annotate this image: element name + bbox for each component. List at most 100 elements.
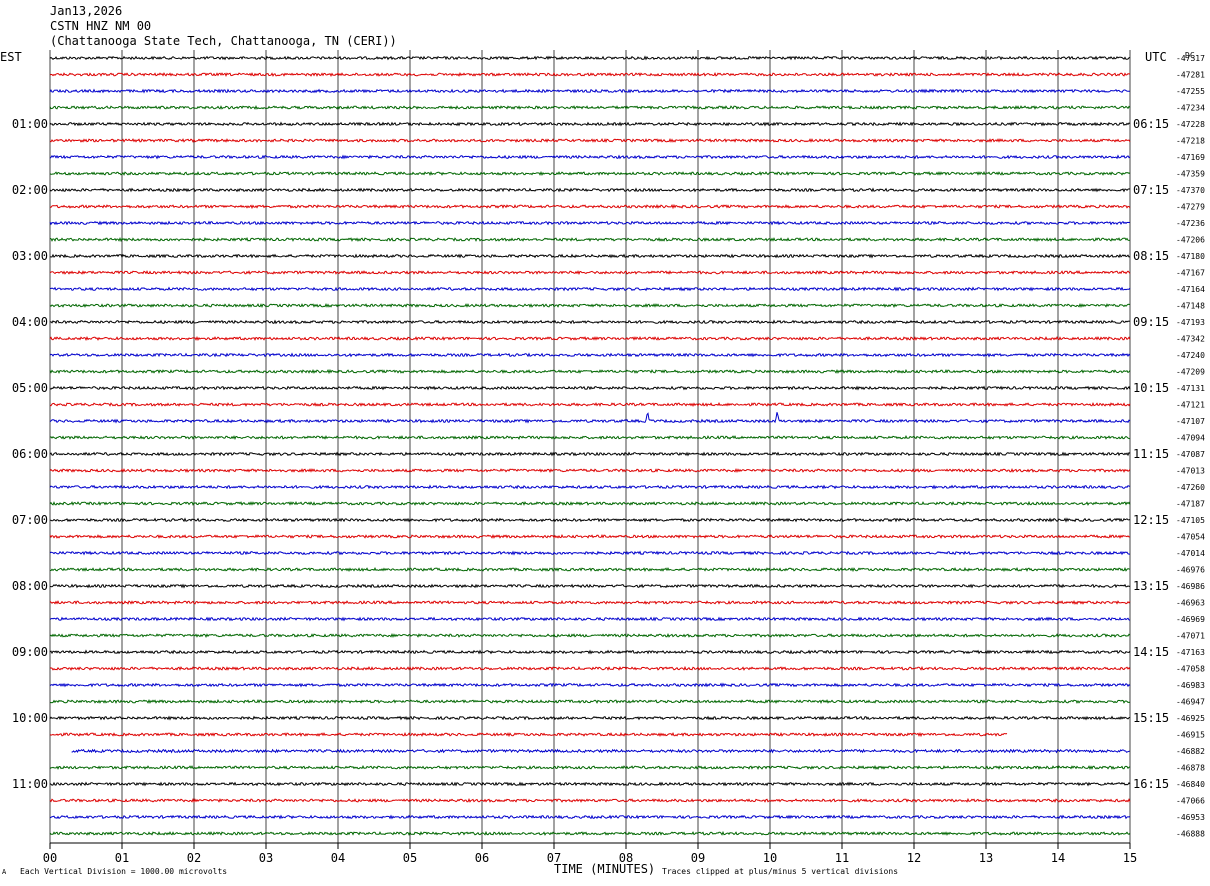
est-hour-label: 02:00 bbox=[12, 183, 48, 197]
utc-hour-label: 14:15 bbox=[1133, 645, 1169, 659]
seismic-trace bbox=[49, 566, 1131, 573]
x-tick-label: 11 bbox=[835, 851, 849, 865]
vertical-division-note: Each Vertical Division = 1000.00 microvo… bbox=[20, 867, 228, 876]
seismic-trace bbox=[49, 236, 1131, 243]
dc-offset-label: -47014 bbox=[1176, 549, 1205, 558]
dc-offset-label: -47193 bbox=[1176, 318, 1205, 327]
utc-hour-label: 13:15 bbox=[1133, 579, 1169, 593]
x-tick-label: 13 bbox=[979, 851, 993, 865]
x-tick-label: 07 bbox=[547, 851, 561, 865]
seismic-trace bbox=[49, 71, 1131, 77]
dc-offset-label: -47167 bbox=[1176, 269, 1205, 278]
plot-date: Jan13,2026 bbox=[50, 4, 123, 18]
seismic-trace bbox=[49, 368, 1131, 375]
x-tick-label: 02 bbox=[187, 851, 201, 865]
dc-offset-label: -47240 bbox=[1176, 351, 1205, 360]
utc-hour-label: 16:15 bbox=[1133, 777, 1169, 791]
seismic-trace bbox=[49, 319, 1131, 325]
utc-hour-label: 09:15 bbox=[1133, 315, 1169, 329]
seismic-trace bbox=[49, 550, 1130, 556]
dc-offset-label: -47121 bbox=[1176, 401, 1205, 410]
seismic-trace bbox=[49, 402, 1131, 408]
dc-offset-label: -46963 bbox=[1176, 599, 1205, 608]
seismic-trace bbox=[49, 220, 1131, 226]
dc-offset-label: -46915 bbox=[1176, 731, 1205, 740]
utc-zone-label: UTC bbox=[1145, 50, 1167, 64]
seismic-trace bbox=[49, 303, 1131, 309]
seismic-trace bbox=[49, 781, 1131, 787]
seismic-trace bbox=[49, 731, 1008, 738]
dc-offset-label: -47071 bbox=[1176, 632, 1205, 641]
clipping-note: Traces clipped at plus/minus 5 vertical … bbox=[662, 867, 899, 876]
est-hour-label: 08:00 bbox=[12, 579, 48, 593]
dc-offset-label: -47169 bbox=[1176, 153, 1205, 162]
seismic-trace bbox=[49, 203, 1131, 210]
dc-offset-label: -46947 bbox=[1176, 698, 1205, 707]
seismic-trace bbox=[49, 385, 1131, 391]
x-tick-label: 10 bbox=[763, 851, 777, 865]
dc-offset-label: -47148 bbox=[1176, 302, 1205, 311]
est-hour-label: 10:00 bbox=[12, 711, 48, 725]
x-tick-label: 09 bbox=[691, 851, 705, 865]
seismic-trace bbox=[49, 583, 1131, 589]
utc-hour-label: 10:15 bbox=[1133, 381, 1169, 395]
dc-offset-label: -47105 bbox=[1176, 516, 1205, 525]
dc-offset-label: -47255 bbox=[1176, 87, 1205, 96]
dc-offset-label: -47234 bbox=[1176, 104, 1205, 113]
seismic-trace bbox=[49, 715, 1131, 721]
utc-hour-label: 12:15 bbox=[1133, 513, 1169, 527]
est-hour-label: 06:00 bbox=[12, 447, 48, 461]
seismic-trace bbox=[49, 698, 1131, 705]
est-zone-label: EST bbox=[0, 50, 22, 64]
seismic-trace bbox=[49, 154, 1131, 160]
seismic-trace bbox=[49, 170, 1131, 177]
station-code: CSTN HNZ NM 00 bbox=[50, 19, 152, 33]
dc-offset-label: -47013 bbox=[1176, 467, 1205, 476]
dc-offset-label: -46882 bbox=[1176, 747, 1205, 756]
dc-offset-label: -47058 bbox=[1176, 665, 1205, 674]
seismic-trace bbox=[49, 270, 1131, 275]
est-hour-label: 03:00 bbox=[12, 249, 48, 263]
seismic-trace bbox=[49, 352, 1131, 358]
seismic-trace bbox=[49, 765, 1131, 770]
dc-offset-label: -46976 bbox=[1176, 566, 1205, 575]
seismic-trace bbox=[49, 88, 1131, 94]
dc-offset-label: -46878 bbox=[1176, 764, 1205, 773]
seismic-trace bbox=[49, 104, 1131, 110]
dc-offset-label: -47218 bbox=[1176, 137, 1205, 146]
dc-offset-label: -47281 bbox=[1176, 71, 1205, 80]
est-hour-label: 04:00 bbox=[12, 315, 48, 329]
x-tick-label: 01 bbox=[115, 851, 129, 865]
dc-offset-label: -47228 bbox=[1176, 120, 1205, 129]
seismic-trace bbox=[49, 286, 1131, 292]
seismic-trace bbox=[50, 517, 1131, 523]
x-tick-label: 00 bbox=[43, 851, 57, 865]
dc-offset-label: -47180 bbox=[1176, 252, 1205, 261]
seismic-trace bbox=[49, 600, 1131, 605]
dc-offset-label: -46840 bbox=[1176, 780, 1205, 789]
dc-offset-label: -47236 bbox=[1176, 219, 1205, 228]
utc-hour-label: 07:15 bbox=[1133, 183, 1169, 197]
dc-column-label: DC bbox=[1185, 51, 1195, 60]
seismic-trace bbox=[49, 814, 1131, 820]
est-hour-label: 07:00 bbox=[12, 513, 48, 527]
est-hour-label: 05:00 bbox=[12, 381, 48, 395]
x-tick-label: 06 bbox=[475, 851, 489, 865]
seismic-trace bbox=[49, 187, 1131, 193]
dc-offset-label: -47131 bbox=[1176, 384, 1205, 393]
dc-offset-label: -46888 bbox=[1176, 830, 1205, 839]
dc-offset-label: -47107 bbox=[1176, 417, 1205, 426]
dc-offset-label: -47260 bbox=[1176, 483, 1205, 492]
utc-hour-label: 11:15 bbox=[1133, 447, 1169, 461]
seismic-trace bbox=[49, 500, 1131, 506]
x-tick-label: 05 bbox=[403, 851, 417, 865]
dc-offset-label: -47206 bbox=[1176, 236, 1205, 245]
seismic-trace bbox=[49, 533, 1131, 539]
seismic-trace bbox=[71, 748, 1130, 754]
seismic-trace bbox=[49, 435, 1131, 440]
seismic-trace bbox=[49, 451, 1131, 457]
dc-offset-label: -46969 bbox=[1176, 615, 1205, 624]
dc-offset-label: -47279 bbox=[1176, 203, 1205, 212]
seismic-trace bbox=[49, 412, 1131, 424]
seismic-trace bbox=[50, 253, 1131, 259]
